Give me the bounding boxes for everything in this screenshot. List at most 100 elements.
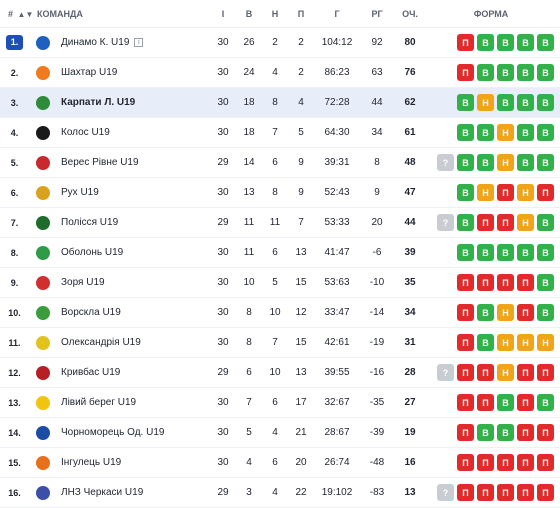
team-name-cell[interactable]: Шахтар U19 <box>61 67 211 78</box>
form-badge[interactable]: В <box>537 64 554 81</box>
form-badge[interactable]: В <box>537 394 554 411</box>
team-name[interactable]: Колос U19 <box>61 127 110 138</box>
form-badge[interactable]: В <box>497 34 514 51</box>
form-badge[interactable]: П <box>477 364 494 381</box>
form-badge[interactable]: П <box>457 394 474 411</box>
team-name[interactable]: Ворскла U19 <box>61 307 121 318</box>
team-name[interactable]: Оболонь U19 <box>61 247 124 258</box>
team-name[interactable]: Зоря U19 <box>61 277 105 288</box>
team-logo[interactable] <box>35 485 51 501</box>
form-badge[interactable]: П <box>537 454 554 471</box>
form-badge[interactable]: П <box>477 214 494 231</box>
team-logo[interactable] <box>35 275 51 291</box>
form-badge[interactable]: В <box>497 244 514 261</box>
form-badge[interactable]: П <box>537 364 554 381</box>
form-badge[interactable]: В <box>477 424 494 441</box>
form-badge[interactable]: В <box>477 124 494 141</box>
next-match-badge[interactable]: ? <box>437 214 454 231</box>
form-badge[interactable]: В <box>517 64 534 81</box>
table-row[interactable]: 13. Лівий берег U19 30 7 6 17 32:67 -35 27 П П В П В <box>0 388 560 418</box>
form-badge[interactable]: П <box>457 334 474 351</box>
form-badge[interactable]: П <box>517 364 534 381</box>
team-logo[interactable] <box>35 155 51 171</box>
form-badge[interactable]: В <box>477 244 494 261</box>
form-badge[interactable]: В <box>537 274 554 291</box>
form-badge[interactable]: П <box>537 424 554 441</box>
table-row[interactable]: 9. Зоря U19 30 10 5 15 53:63 -10 35 П П П П В <box>0 268 560 298</box>
team-name[interactable]: ЛНЗ Черкаси U19 <box>61 487 144 498</box>
form-badge[interactable]: Н <box>477 184 494 201</box>
table-row[interactable]: 14. Чорноморець Од. U19 30 5 4 21 28:67 -39 19 П В… <box>0 418 560 448</box>
next-match-badge[interactable]: ? <box>437 484 454 501</box>
form-badge[interactable]: В <box>477 304 494 321</box>
team-name-cell[interactable]: Зоря U19 <box>61 277 211 288</box>
form-badge[interactable]: П <box>517 304 534 321</box>
form-badge[interactable]: Н <box>537 334 554 351</box>
table-row[interactable]: 16. ЛНЗ Черкаси U19 29 3 4 22 19:102 -83 13? П П П П… <box>0 478 560 508</box>
table-row[interactable]: 2. Шахтар U19 30 24 4 2 86:23 63 76 П В В В В <box>0 58 560 88</box>
team-name-cell[interactable]: Інгулець U19 <box>61 457 211 468</box>
form-badge[interactable]: П <box>457 304 474 321</box>
form-badge[interactable]: П <box>497 454 514 471</box>
form-badge[interactable]: В <box>457 214 474 231</box>
next-match-badge[interactable]: ? <box>437 154 454 171</box>
header-rank[interactable]: # ▲▼ <box>6 9 36 19</box>
form-badge[interactable]: В <box>517 244 534 261</box>
form-badge[interactable]: В <box>457 244 474 261</box>
form-badge[interactable]: В <box>537 154 554 171</box>
team-logo[interactable] <box>35 215 51 231</box>
team-name-cell[interactable]: Верес Рівне U19 <box>61 157 211 168</box>
form-badge[interactable]: П <box>517 454 534 471</box>
team-name-cell[interactable]: Полісся U19 <box>61 217 211 228</box>
form-badge[interactable]: В <box>477 64 494 81</box>
form-badge[interactable]: В <box>537 34 554 51</box>
form-badge[interactable]: Н <box>517 214 534 231</box>
form-badge[interactable]: В <box>457 94 474 111</box>
team-logo[interactable] <box>35 305 51 321</box>
form-badge[interactable]: Н <box>497 154 514 171</box>
form-badge[interactable]: П <box>477 394 494 411</box>
table-row[interactable]: 3. Карпати Л. U19 30 18 8 4 72:28 44 62 В Н В В В <box>0 88 560 118</box>
team-logo[interactable] <box>35 425 51 441</box>
team-name[interactable]: Олександрія U19 <box>61 337 141 348</box>
form-badge[interactable]: В <box>537 304 554 321</box>
form-badge[interactable]: В <box>497 424 514 441</box>
form-badge[interactable]: Н <box>517 334 534 351</box>
team-logo[interactable] <box>35 35 51 51</box>
form-badge[interactable]: П <box>517 424 534 441</box>
team-name-cell[interactable]: Ворскла U19 <box>61 307 211 318</box>
form-badge[interactable]: П <box>497 484 514 501</box>
team-logo[interactable] <box>35 95 51 111</box>
form-badge[interactable]: В <box>517 34 534 51</box>
form-badge[interactable]: П <box>457 34 474 51</box>
team-name[interactable]: Рух U19 <box>61 187 99 198</box>
info-icon[interactable]: i <box>134 38 144 47</box>
form-badge[interactable]: В <box>477 154 494 171</box>
next-match-badge[interactable]: ? <box>437 364 454 381</box>
table-row[interactable]: 7. Полісся U19 29 11 11 7 53:33 20 44? В П П Н В <box>0 208 560 238</box>
team-logo[interactable] <box>35 455 51 471</box>
form-badge[interactable]: В <box>537 94 554 111</box>
form-badge[interactable]: П <box>497 184 514 201</box>
team-logo[interactable] <box>35 245 51 261</box>
form-badge[interactable]: П <box>497 214 514 231</box>
form-badge[interactable]: В <box>457 124 474 141</box>
team-name-cell[interactable]: Динамо К. U19 i <box>61 37 211 48</box>
form-badge[interactable]: В <box>457 154 474 171</box>
form-badge[interactable]: П <box>457 454 474 471</box>
form-badge[interactable]: В <box>537 124 554 141</box>
form-badge[interactable]: П <box>457 64 474 81</box>
form-badge[interactable]: П <box>517 274 534 291</box>
table-row[interactable]: 10. Ворскла U19 30 8 10 12 33:47 -14 34 П В Н П В <box>0 298 560 328</box>
table-row[interactable]: 6. Рух U19 30 13 8 9 52:43 9 47 В Н П Н П <box>0 178 560 208</box>
team-name-cell[interactable]: Чорноморець Од. U19 <box>61 427 211 438</box>
form-badge[interactable]: В <box>537 214 554 231</box>
form-badge[interactable]: Н <box>517 184 534 201</box>
form-badge[interactable]: П <box>537 184 554 201</box>
table-row[interactable]: 12. Кривбас U19 29 6 10 13 39:55 -16 28? П П Н П П <box>0 358 560 388</box>
form-badge[interactable]: В <box>457 184 474 201</box>
form-badge[interactable]: Н <box>477 94 494 111</box>
team-name-cell[interactable]: Олександрія U19 <box>61 337 211 348</box>
team-name[interactable]: Верес Рівне U19 <box>61 157 139 168</box>
table-row[interactable]: 8. Оболонь U19 30 11 6 13 41:47 -6 39 В В В В В <box>0 238 560 268</box>
